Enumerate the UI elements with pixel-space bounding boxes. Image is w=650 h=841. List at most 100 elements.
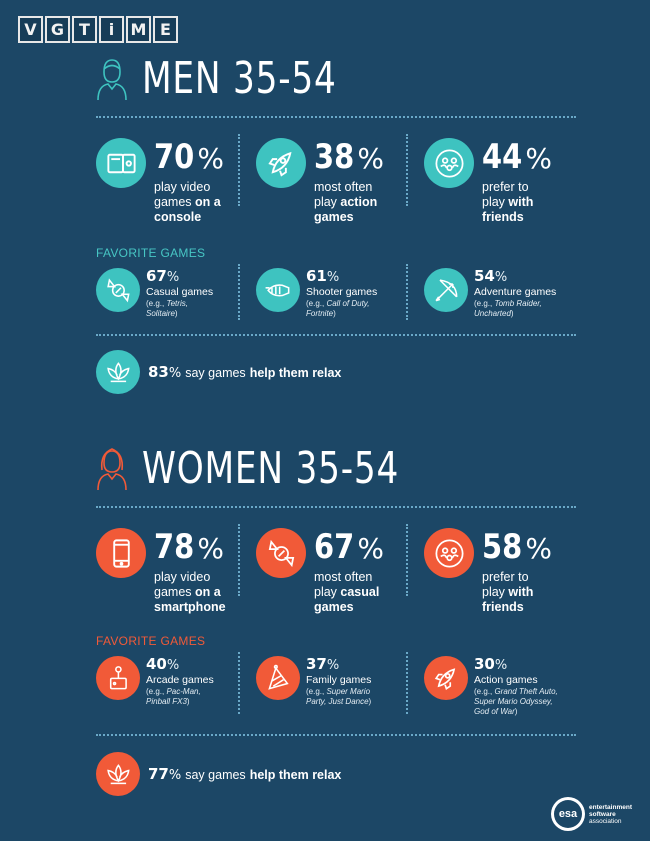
game-name: Casual games [146,286,214,298]
game-arcade: 40% Arcade games (e.g., Pac-Man, Pinball … [96,656,214,707]
smartphone-icon [96,528,146,578]
percent-sign: % [357,142,384,175]
game-examples: (e.g., Grand Theft Auto, Super Mario Odys… [474,687,558,716]
stat-value: 58 [482,527,523,567]
men-title: MEN 35-54 [96,50,392,106]
relax-text: say games [185,366,246,380]
logo-letter: E [153,16,178,43]
relax-value: 83 [148,363,169,381]
section-title: MEN 35-54 [142,52,337,104]
column-separator [406,524,408,596]
percent-sign: % [525,532,552,565]
stat-smartphone: 78% play video games on a smartphone [96,528,226,615]
site-logo: V G T i M E [18,16,178,43]
esa-logo: esa entertainment software association [551,797,632,831]
stat-friends: 58% prefer to play with friends [424,528,552,615]
person-female-icon [97,448,127,490]
column-separator [238,652,240,714]
game-shooter: 61% Shooter games (e.g., Call of Duty, Fo… [256,268,377,319]
favorite-games-label: FAVORITE GAMES [96,634,206,648]
game-value: 30 [474,655,495,673]
game-value: 37 [306,655,327,673]
divider [96,506,576,508]
stat-value: 78 [154,527,195,567]
candy-icon [96,268,140,312]
esa-wordmark: entertainment software association [589,803,632,825]
game-value: 40 [146,655,167,673]
stat-description: most often play action games [314,180,378,224]
logo-letter: i [99,16,124,43]
logo-letter: V [18,16,43,43]
stat-action: 38% most often play action games [256,138,384,225]
column-separator [406,264,408,320]
column-separator [238,524,240,596]
logo-letter: M [126,16,151,43]
relax-text-bold: help them relax [249,768,342,782]
divider [96,734,576,736]
stat-casual: 67% most often play casual games [256,528,384,615]
column-separator [238,134,240,206]
lotus-icon [96,350,140,394]
logo-letter: G [45,16,70,43]
section-title: WOMEN 35-54 [142,442,400,494]
party-hat-icon [256,656,300,700]
game-examples: (e.g., Tomb Raider, Uncharted) [474,299,542,318]
game-family: 37% Family games (e.g., Super Mario Party… [256,656,371,707]
stat-friends: 44% prefer to play with friends [424,138,552,225]
console-icon [96,138,146,188]
stat-description: most often play casual games [314,570,380,614]
percent-sign: % [197,532,224,565]
column-separator [238,264,240,320]
bow-arrow-icon [424,268,468,312]
relax-text-bold: help them relax [249,366,342,380]
lotus-icon [96,752,140,796]
rocket-icon [256,138,306,188]
candy-icon [256,528,306,578]
relax-stat: 77% say games help them relax [96,752,341,796]
divider [96,334,576,336]
stat-value: 67 [314,527,355,567]
stat-value: 44 [482,137,523,177]
stat-description: prefer to play with friends [482,570,534,614]
percent-sign: % [357,532,384,565]
game-name: Action games [474,674,538,686]
game-value: 67 [146,267,167,285]
column-separator [406,134,408,206]
friends-icon [424,528,474,578]
person-male-icon [97,59,127,100]
game-examples: (e.g., Super Mario Party, Just Dance) [306,687,372,706]
relax-value: 77 [148,765,169,783]
game-name: Adventure games [474,286,557,298]
favorite-games-label: FAVORITE GAMES [96,246,206,260]
game-value: 54 [474,267,495,285]
joystick-icon [96,656,140,700]
rocket-icon [424,656,468,700]
game-examples: (e.g., Call of Duty, Fortnite) [306,299,370,318]
stat-description: play video games on a smartphone [154,570,226,614]
relax-stat: 83% say games help them relax [96,350,341,394]
divider [96,116,576,118]
game-examples: (e.g., Pac-Man, Pinball FX3) [146,687,201,706]
game-value: 61 [306,267,327,285]
game-examples: (e.g., Tetris, Solitaire) [146,299,188,318]
logo-letter: T [72,16,97,43]
blaster-icon [256,268,300,312]
women-title: WOMEN 35-54 [96,440,472,496]
game-name: Shooter games [306,286,378,298]
percent-sign: % [197,142,224,175]
esa-mark: esa [551,797,585,831]
friends-icon [424,138,474,188]
stat-console: 70% play video games on a console [96,138,224,225]
stat-description: prefer to play with friends [482,180,534,224]
stat-value: 70 [154,137,195,177]
game-casual: 67% Casual games (e.g., Tetris, Solitaire… [96,268,213,319]
stat-value: 38 [314,137,355,177]
stat-description: play video games on a console [154,180,221,224]
percent-sign: % [525,142,552,175]
game-name: Arcade games [146,674,214,686]
relax-text: say games [185,768,246,782]
game-action: 30% Action games (e.g., Grand Theft Auto… [424,656,558,717]
column-separator [406,652,408,714]
game-name: Family games [306,674,372,686]
game-adventure: 54% Adventure games (e.g., Tomb Raider, U… [424,268,556,319]
